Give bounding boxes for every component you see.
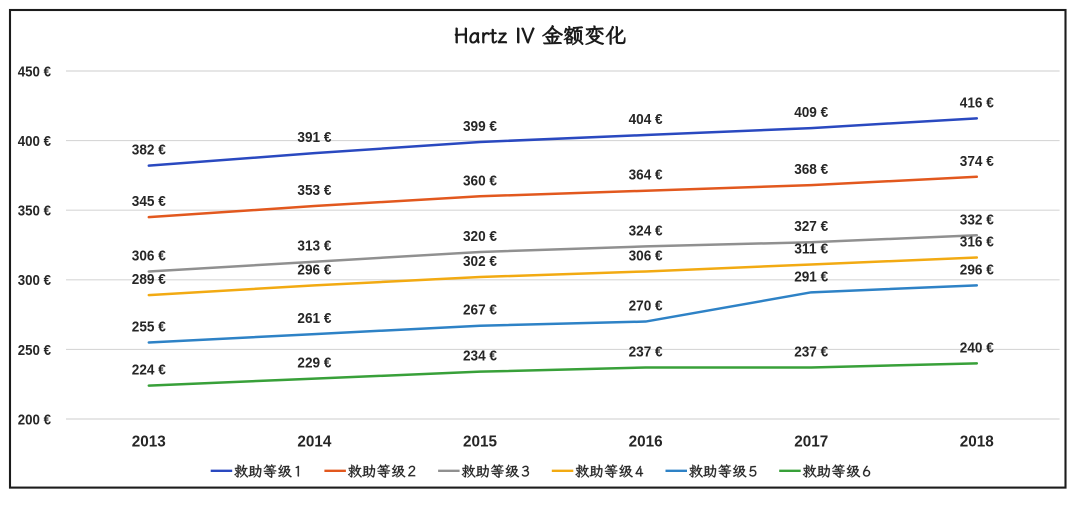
svg-text:261 €: 261 €	[297, 310, 332, 327]
svg-text:416 €: 416 €	[960, 94, 995, 111]
svg-text:316 €: 316 €	[960, 234, 995, 251]
svg-text:289 €: 289 €	[132, 271, 167, 288]
svg-text:2014: 2014	[297, 434, 331, 451]
svg-text:267 €: 267 €	[463, 302, 498, 319]
svg-text:353 €: 353 €	[297, 182, 332, 199]
svg-text:224 €: 224 €	[132, 362, 167, 379]
svg-text:237 €: 237 €	[794, 344, 829, 361]
svg-text:324 €: 324 €	[629, 222, 664, 239]
svg-text:2017: 2017	[794, 434, 828, 451]
svg-text:2013: 2013	[132, 434, 166, 451]
svg-text:313 €: 313 €	[297, 238, 332, 255]
svg-text:300 €: 300 €	[18, 272, 52, 289]
svg-text:332 €: 332 €	[960, 211, 995, 228]
svg-text:296 €: 296 €	[297, 261, 332, 278]
svg-text:450 €: 450 €	[18, 63, 52, 80]
svg-text:400 €: 400 €	[18, 133, 52, 150]
svg-text:345 €: 345 €	[132, 193, 167, 210]
svg-text:229 €: 229 €	[297, 355, 332, 372]
svg-text:255 €: 255 €	[132, 318, 167, 335]
svg-text:368 €: 368 €	[794, 161, 829, 178]
svg-text:2018: 2018	[960, 434, 994, 451]
svg-text:234 €: 234 €	[463, 348, 498, 365]
svg-text:311 €: 311 €	[794, 240, 829, 257]
svg-text:200 €: 200 €	[18, 411, 52, 428]
svg-text:374 €: 374 €	[960, 153, 995, 170]
svg-text:306 €: 306 €	[132, 247, 167, 264]
svg-text:237 €: 237 €	[629, 344, 664, 361]
svg-text:409 €: 409 €	[794, 104, 829, 121]
svg-text:296 €: 296 €	[960, 261, 995, 278]
svg-text:2016: 2016	[629, 434, 663, 451]
svg-text:270 €: 270 €	[629, 298, 664, 315]
svg-text:391 €: 391 €	[297, 129, 332, 146]
svg-text:364 €: 364 €	[629, 167, 664, 184]
svg-text:2015: 2015	[463, 434, 497, 451]
svg-text:320 €: 320 €	[463, 228, 498, 245]
svg-text:250 €: 250 €	[18, 342, 52, 359]
svg-text:360 €: 360 €	[463, 172, 498, 189]
svg-text:327 €: 327 €	[794, 218, 829, 235]
svg-text:240 €: 240 €	[960, 339, 995, 356]
svg-text:306 €: 306 €	[629, 247, 664, 264]
svg-text:291 €: 291 €	[794, 268, 829, 285]
svg-text:350 €: 350 €	[18, 203, 52, 220]
svg-text:382 €: 382 €	[132, 142, 167, 159]
svg-text:399 €: 399 €	[463, 118, 498, 135]
svg-text:404 €: 404 €	[629, 111, 664, 128]
svg-text:302 €: 302 €	[463, 253, 498, 270]
